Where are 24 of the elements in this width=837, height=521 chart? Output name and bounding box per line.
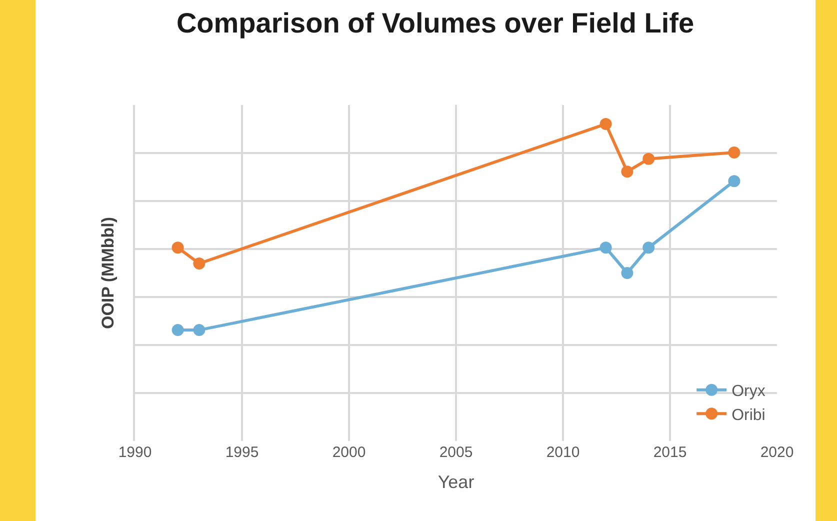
point xyxy=(728,175,740,188)
y-axis-title: OOIP (MMbbl) xyxy=(98,216,118,330)
x-tick-label: 2000 xyxy=(332,444,366,461)
point xyxy=(172,324,184,336)
legend-label: Oryx xyxy=(732,383,766,400)
point xyxy=(193,257,206,270)
x-tick-label: 2010 xyxy=(546,444,580,461)
x-axis-title: Year xyxy=(438,472,474,492)
x-tick-label: 1990 xyxy=(118,444,152,461)
point xyxy=(621,166,634,178)
point xyxy=(621,267,634,279)
chart-title: Comparison of Volumes over Field Life xyxy=(176,8,694,39)
point xyxy=(600,242,612,254)
x-tick-label: 2015 xyxy=(653,444,687,461)
x-tick-label: 1995 xyxy=(225,444,259,461)
legend-label: Oribi xyxy=(732,406,766,424)
point xyxy=(642,152,655,165)
point xyxy=(600,118,612,130)
point xyxy=(193,324,206,336)
point xyxy=(642,242,655,254)
x-tick-label: 2005 xyxy=(439,444,473,461)
point xyxy=(172,242,184,254)
point xyxy=(728,146,740,159)
x-tick-label: 2020 xyxy=(760,444,794,461)
